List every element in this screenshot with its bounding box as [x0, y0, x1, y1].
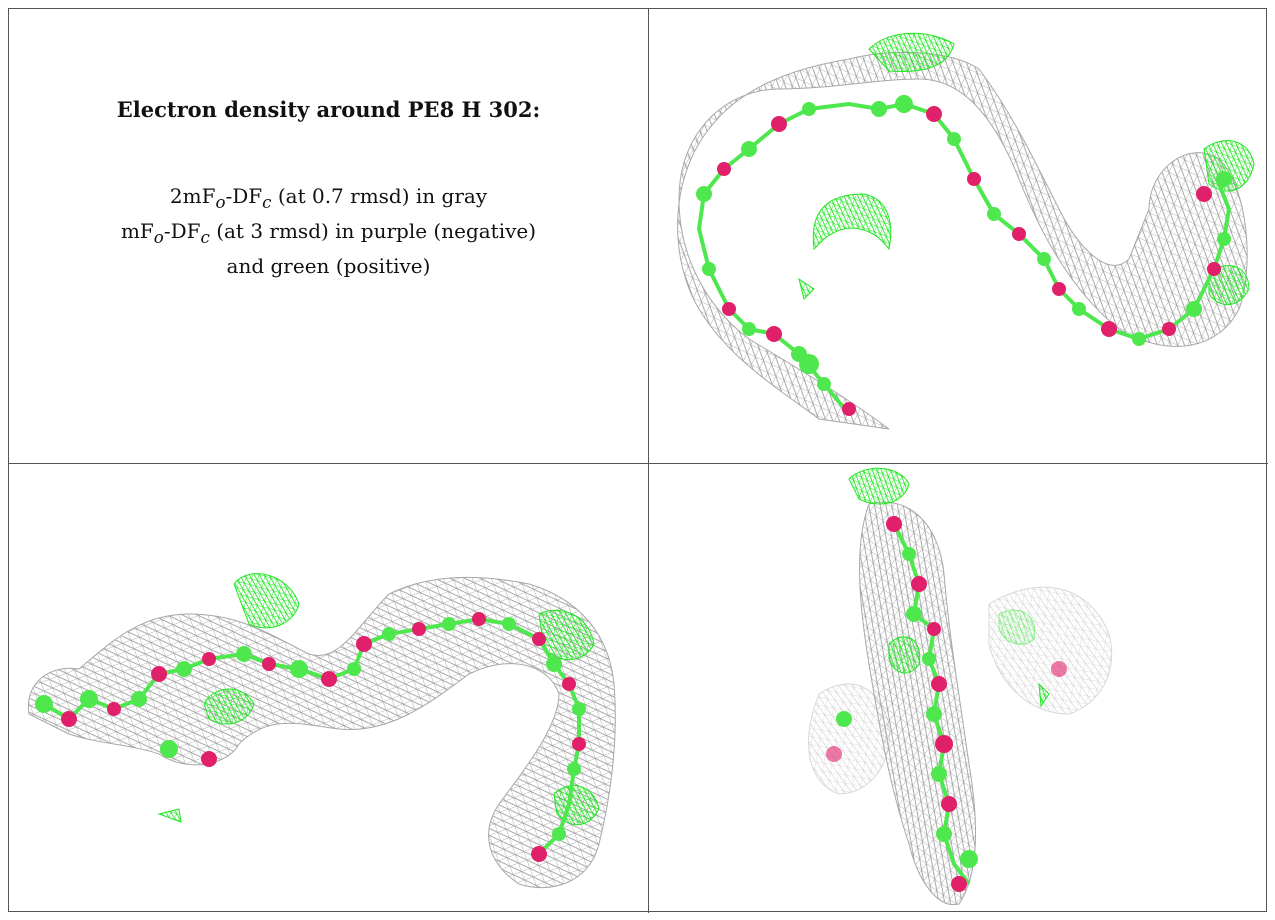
gray-density-mesh [677, 51, 1248, 430]
density-render-1 [677, 32, 1255, 430]
density-view-top-right [649, 9, 1268, 464]
ligand-ball-and-stick [35, 612, 586, 862]
density-view-bottom-left [9, 464, 649, 913]
green-positive-mesh [157, 573, 600, 826]
caption-line-green: and green (positive) [226, 254, 431, 278]
gray-density-mesh [27, 576, 616, 889]
green-positive-mesh [798, 32, 1255, 306]
ligand-ball-and-stick [826, 516, 1067, 892]
density-view-bottom-right [649, 464, 1268, 913]
caption: Electron density around PE8 H 302: 2mFo-… [9, 97, 648, 281]
ligand-ball-and-stick [696, 95, 1232, 416]
gray-density-mesh [808, 501, 1113, 906]
figure-grid: Electron density around PE8 H 302: 2mFo-… [8, 8, 1268, 913]
figure-title: Electron density around PE8 H 302: [116, 97, 541, 122]
caption-panel: Electron density around PE8 H 302: 2mFo-… [9, 9, 649, 464]
caption-line-mfo: mFo-DFc (at 3 rmsd) in purple (negative) [120, 219, 537, 247]
green-positive-mesh [848, 467, 1050, 708]
caption-line-2mfo: 2mFo-DFc (at 0.7 rmsd) in gray [169, 184, 488, 212]
density-render-3 [808, 467, 1113, 906]
density-render-2 [27, 573, 616, 889]
